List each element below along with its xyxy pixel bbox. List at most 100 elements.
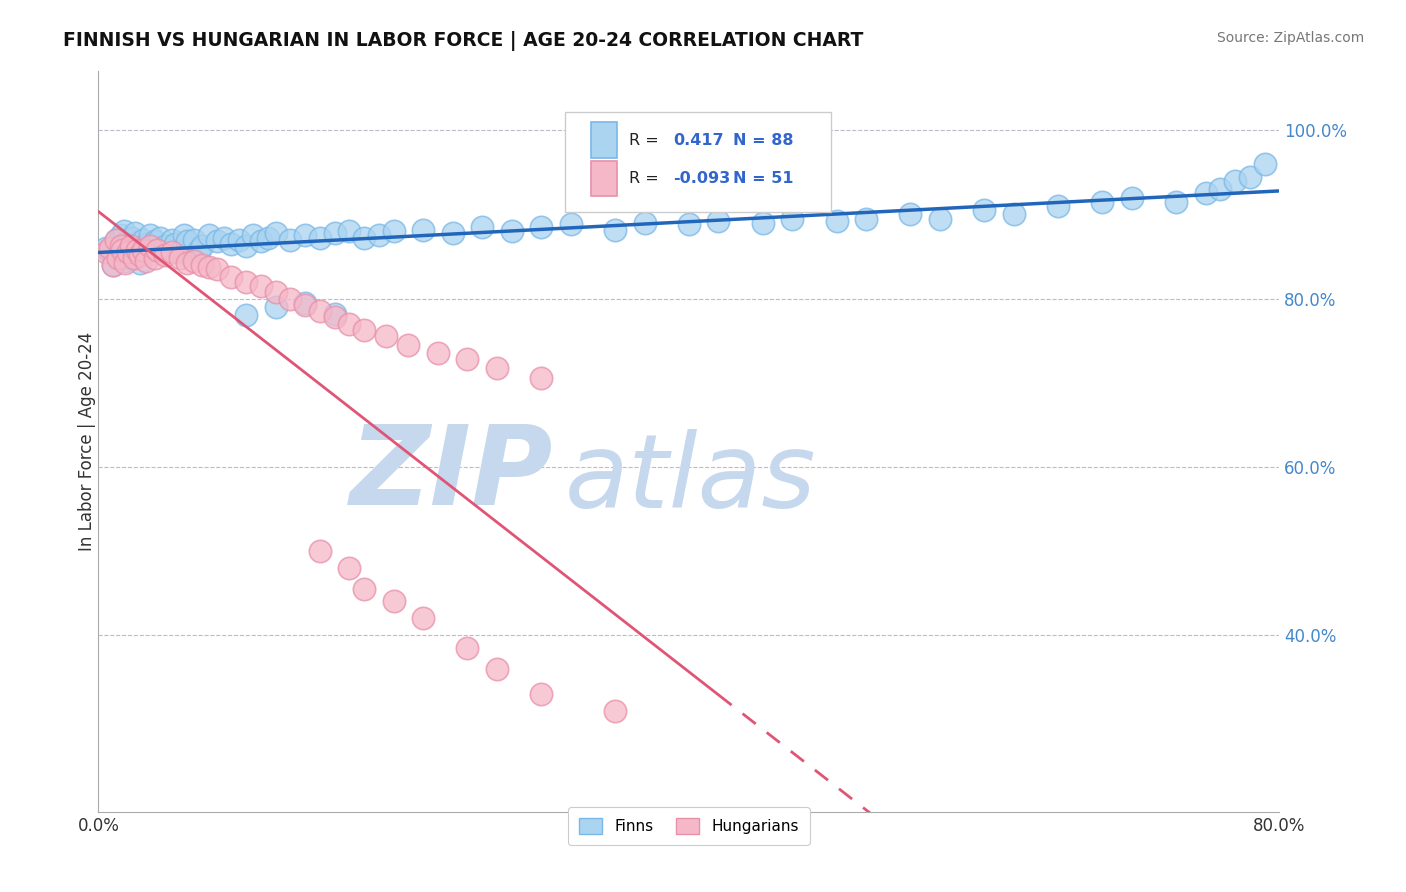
Point xyxy=(114,256,136,270)
Point xyxy=(120,239,142,253)
Point xyxy=(412,611,434,625)
Point xyxy=(153,239,176,253)
Point xyxy=(486,662,509,676)
Point xyxy=(264,285,287,299)
Point xyxy=(128,248,150,262)
Point xyxy=(115,236,138,251)
Point xyxy=(127,241,149,255)
Point xyxy=(973,203,995,218)
Point xyxy=(120,251,142,265)
Point xyxy=(1254,157,1277,171)
Text: FINNISH VS HUNGARIAN IN LABOR FORCE | AGE 20-24 CORRELATION CHART: FINNISH VS HUNGARIAN IN LABOR FORCE | AG… xyxy=(63,31,863,51)
Point xyxy=(205,262,228,277)
Point xyxy=(264,300,287,314)
Point xyxy=(117,233,139,247)
Point xyxy=(457,640,479,655)
Point xyxy=(280,233,302,247)
Point xyxy=(605,222,627,236)
Point xyxy=(323,307,346,321)
Point xyxy=(228,233,250,247)
Point xyxy=(141,241,163,255)
Point xyxy=(235,309,257,323)
Point xyxy=(125,243,148,257)
Point xyxy=(264,226,287,240)
Y-axis label: In Labor Force | Age 20-24: In Labor Force | Age 20-24 xyxy=(79,332,96,551)
Point xyxy=(120,241,142,255)
Point xyxy=(707,214,730,228)
Text: N = 51: N = 51 xyxy=(733,171,793,186)
Point xyxy=(103,258,125,272)
Point xyxy=(605,704,627,718)
Point xyxy=(501,224,523,238)
Point xyxy=(124,236,146,251)
Point xyxy=(169,251,191,265)
Point xyxy=(1091,194,1114,209)
Point xyxy=(486,360,509,375)
Bar xyxy=(591,122,617,158)
Point xyxy=(368,227,391,242)
Point xyxy=(153,248,176,262)
Point xyxy=(235,239,257,253)
Point xyxy=(339,560,361,574)
Point xyxy=(176,235,198,249)
Point xyxy=(183,233,205,247)
Point xyxy=(929,211,952,226)
Point xyxy=(1209,182,1232,196)
Point xyxy=(323,226,346,240)
Text: R =: R = xyxy=(628,171,658,186)
Point xyxy=(107,250,129,264)
Point xyxy=(94,241,117,255)
Bar xyxy=(591,161,617,196)
Point xyxy=(294,295,316,310)
Point xyxy=(173,228,195,243)
Point xyxy=(162,233,183,247)
Point xyxy=(471,219,494,234)
Point xyxy=(157,243,180,257)
Point xyxy=(122,243,145,257)
Point xyxy=(678,218,700,232)
Point xyxy=(135,253,157,268)
Point xyxy=(1166,194,1188,209)
Point xyxy=(221,236,243,251)
Point xyxy=(146,243,169,257)
Point xyxy=(339,317,361,331)
Point xyxy=(1002,207,1025,221)
Point xyxy=(143,235,166,249)
Point xyxy=(105,233,128,247)
Point xyxy=(382,594,405,608)
Text: N = 88: N = 88 xyxy=(733,133,793,148)
Point xyxy=(280,292,302,306)
Point xyxy=(111,243,134,257)
Point xyxy=(132,233,155,247)
Point xyxy=(176,256,198,270)
Point xyxy=(530,371,553,385)
Point xyxy=(309,544,332,558)
Point xyxy=(94,245,117,260)
Point xyxy=(382,224,405,238)
Point xyxy=(250,235,273,249)
Point xyxy=(1121,190,1143,204)
Point xyxy=(191,239,214,253)
Point xyxy=(191,258,214,272)
Point xyxy=(165,236,187,251)
Point xyxy=(235,275,257,289)
Point xyxy=(139,239,162,253)
Point xyxy=(121,231,143,245)
Point xyxy=(110,239,132,253)
Point xyxy=(98,241,121,255)
Text: 0.417: 0.417 xyxy=(673,133,724,148)
Point xyxy=(530,687,553,701)
Point xyxy=(782,211,804,226)
Point xyxy=(634,216,657,230)
Point xyxy=(134,245,156,260)
Point xyxy=(139,228,162,243)
Point xyxy=(98,245,121,260)
Point xyxy=(198,228,221,243)
Point xyxy=(169,245,191,260)
Point xyxy=(146,243,169,257)
Point xyxy=(825,214,848,228)
Point xyxy=(257,231,280,245)
Point xyxy=(149,231,172,245)
FancyBboxPatch shape xyxy=(565,112,831,212)
Text: ZIP: ZIP xyxy=(350,421,553,528)
